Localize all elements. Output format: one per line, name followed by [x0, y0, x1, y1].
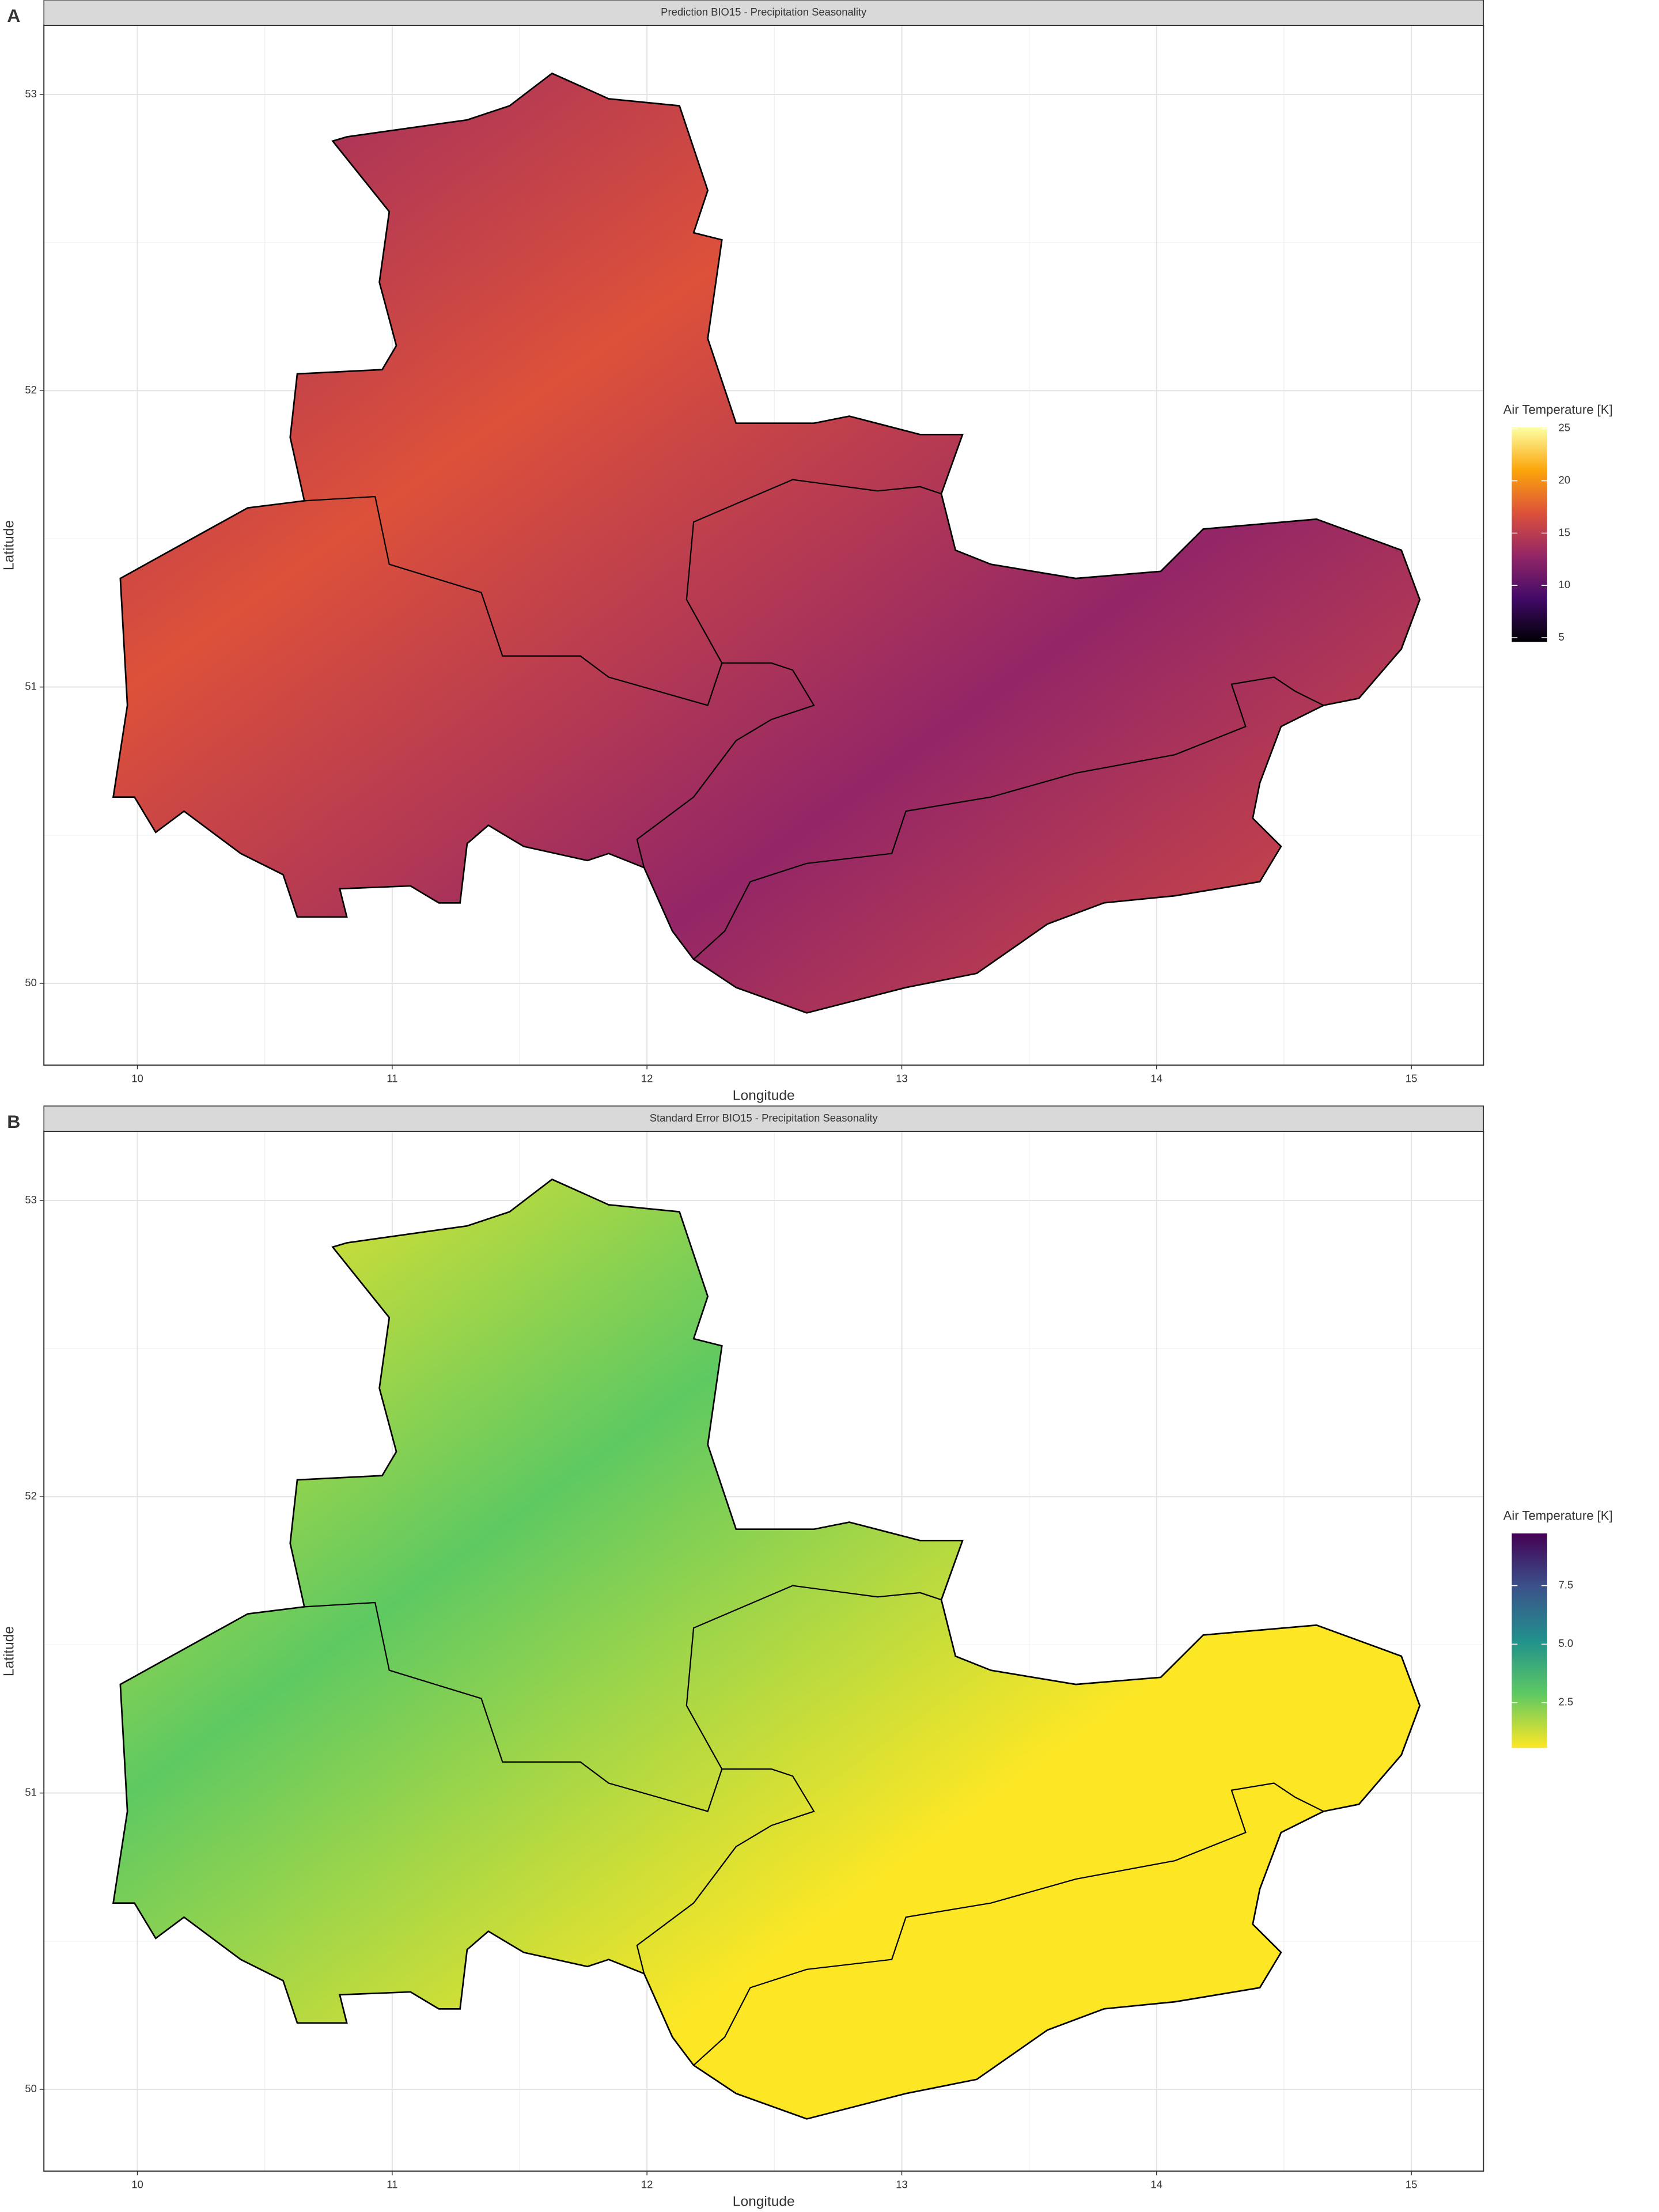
- x-tick-label: 10: [131, 1072, 143, 1084]
- colorbar-label: 2.5: [1559, 1696, 1574, 1708]
- colorbar-label: 5.0: [1559, 1637, 1574, 1649]
- y-tick-label: 52: [25, 1490, 36, 1502]
- y-axis-title: Latitude: [2, 1626, 17, 1676]
- state-border: [693, 676, 1324, 960]
- x-tick-label: 11: [387, 1072, 397, 1084]
- y-axis-title: Latitude: [2, 520, 17, 570]
- y-tick-label: 51: [25, 680, 36, 692]
- x-axis-title: Longitude: [733, 1088, 795, 1103]
- y-tick-label: 51: [25, 1786, 36, 1798]
- panel-label: B: [7, 1111, 20, 1132]
- panel-title: Prediction BIO15 - Precipitation Seasona…: [661, 6, 867, 18]
- x-tick-label: 11: [387, 2178, 397, 2190]
- x-tick-label: 14: [1151, 2178, 1162, 2190]
- y-tick-label: 52: [25, 384, 36, 396]
- state-border: [636, 1768, 815, 1974]
- panel-title: Standard Error BIO15 - Precipitation Sea…: [650, 1112, 878, 1124]
- x-axis-title: Longitude: [733, 2194, 795, 2209]
- colorbar-label: 5: [1559, 631, 1565, 643]
- x-tick-label: 12: [641, 2178, 653, 2190]
- plot-border: [43, 1131, 1484, 2172]
- colorbar-label: 10: [1559, 578, 1570, 590]
- x-tick-label: 10: [131, 2178, 143, 2190]
- y-tick-label: 50: [25, 2082, 36, 2094]
- y-tick-label: 50: [25, 976, 36, 988]
- colorbar-label: 25: [1559, 422, 1570, 434]
- region-raster: [112, 1178, 1421, 2120]
- panel-label: A: [7, 5, 20, 26]
- strip: [43, 0, 1484, 26]
- state-border: [636, 662, 815, 868]
- colorbar: [1512, 1533, 1547, 1748]
- plot-border: [43, 25, 1484, 1066]
- y-tick-label: 53: [25, 88, 36, 100]
- region-raster: [112, 72, 1421, 1014]
- x-tick-label: 13: [896, 2178, 907, 2190]
- legend-title: Air Temperature [K]: [1503, 1509, 1613, 1523]
- x-tick-label: 15: [1406, 1072, 1417, 1084]
- x-tick-label: 12: [641, 1072, 653, 1084]
- colorbar-label: 7.5: [1559, 1579, 1574, 1591]
- y-tick-label: 53: [25, 1194, 36, 1206]
- colorbar-label: 15: [1559, 526, 1570, 538]
- state-border: [304, 1585, 942, 1812]
- x-tick-label: 15: [1406, 2178, 1417, 2190]
- colorbar: [1512, 427, 1547, 642]
- colorbar-label: 20: [1559, 474, 1570, 486]
- x-tick-label: 13: [896, 1072, 907, 1084]
- strip: [43, 1105, 1484, 1132]
- state-border: [304, 479, 942, 706]
- legend-title: Air Temperature [K]: [1503, 403, 1613, 417]
- x-tick-label: 14: [1151, 1072, 1162, 1084]
- state-border: [693, 1782, 1324, 2066]
